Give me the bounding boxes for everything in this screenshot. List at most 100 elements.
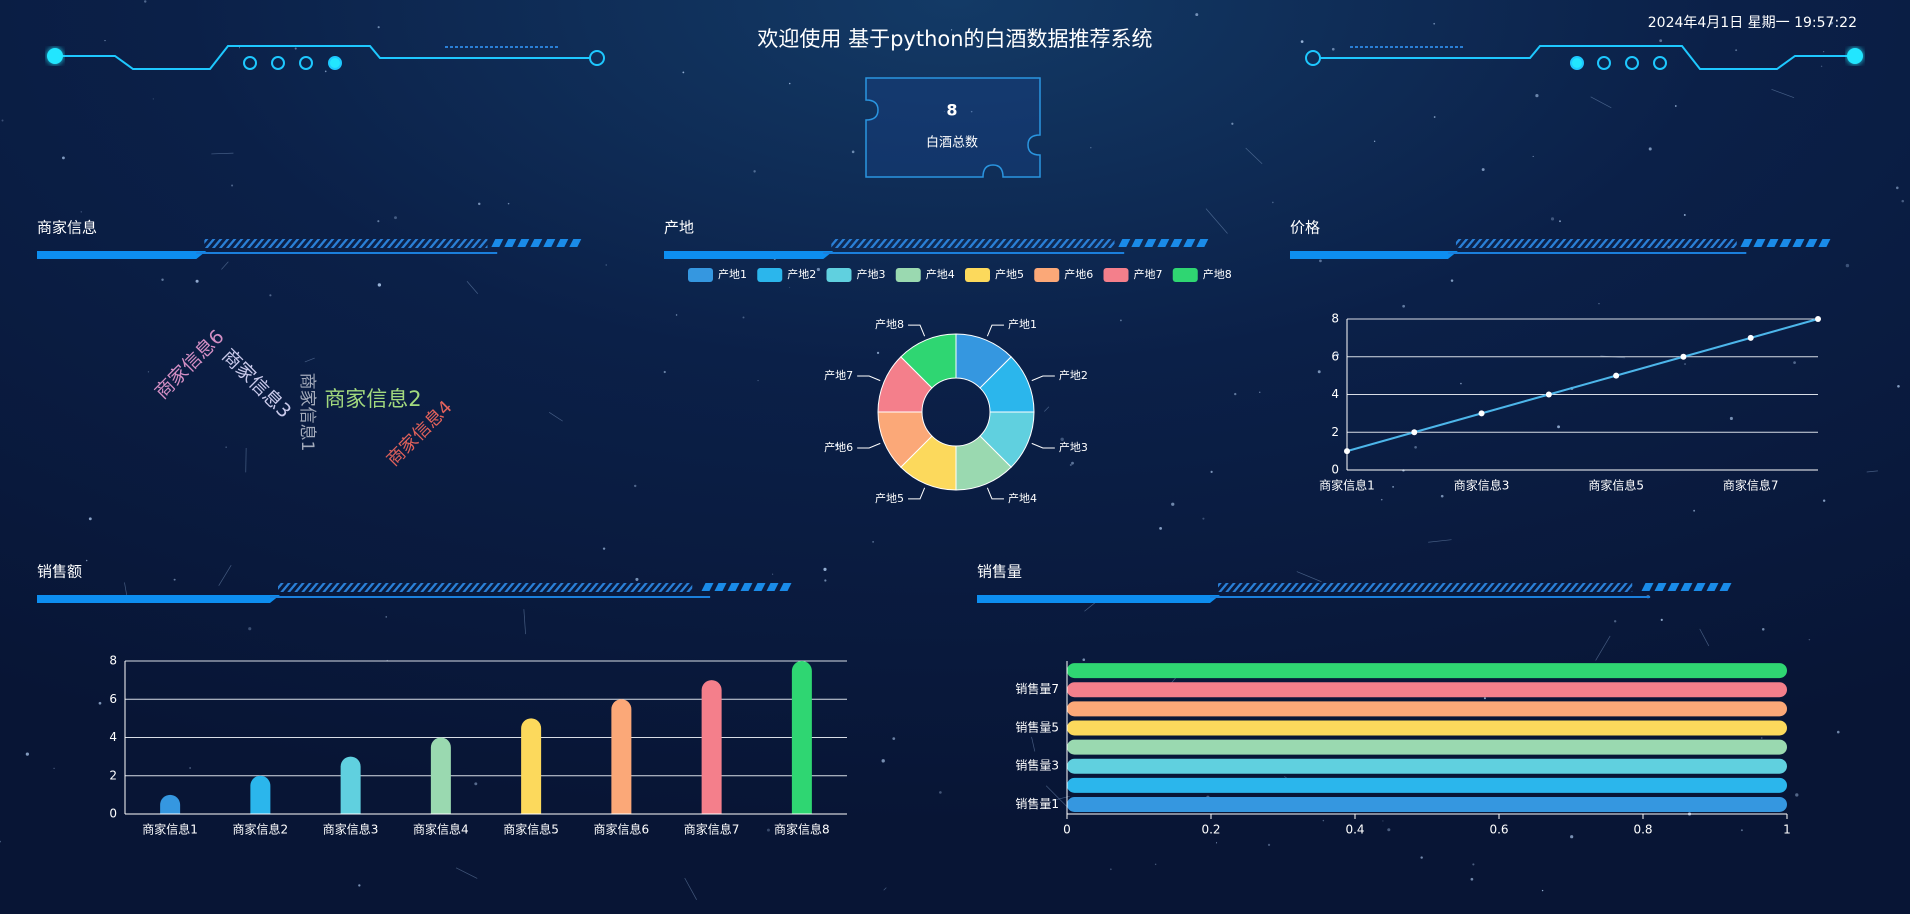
- star: [1231, 122, 1234, 125]
- bar: [250, 775, 271, 814]
- bar: [1067, 720, 1787, 736]
- star-trail: [304, 357, 315, 363]
- star: [80, 211, 83, 213]
- x-tick-label: 0.8: [1633, 823, 1652, 837]
- panel-hatch: [1455, 239, 1737, 248]
- panel-title: 商家信息: [37, 219, 97, 237]
- stat-card: [865, 77, 1041, 178]
- bar: [1067, 777, 1787, 793]
- x-tick-label: 商家信息3: [323, 822, 379, 837]
- star: [757, 380, 759, 382]
- bar: [1067, 701, 1787, 717]
- star: [1082, 658, 1086, 661]
- star: [1481, 168, 1485, 172]
- star: [1440, 494, 1444, 498]
- x-tick-label: 1: [1783, 823, 1791, 837]
- star: [1382, 820, 1384, 822]
- star-trail: [466, 281, 479, 294]
- star: [1613, 620, 1617, 623]
- panel-chip: [714, 583, 727, 591]
- panel-chip: [1805, 239, 1818, 247]
- bar: [701, 680, 722, 814]
- star-trail: [218, 564, 232, 586]
- star: [881, 759, 885, 763]
- dot: [1625, 56, 1639, 70]
- star: [892, 737, 896, 741]
- bar: [1067, 796, 1787, 812]
- legend-swatch: [1172, 268, 1198, 282]
- star: [876, 272, 878, 274]
- star-trail: [548, 412, 563, 422]
- legend-swatch: [1103, 268, 1129, 282]
- slice-label: 产地6: [824, 440, 853, 454]
- star: [635, 577, 639, 581]
- panel-chip: [556, 239, 569, 247]
- circuit-line: [55, 45, 590, 70]
- legend-swatch: [826, 268, 852, 282]
- star: [478, 202, 481, 206]
- panel-chip: [1719, 583, 1732, 591]
- y-tick-label: 2: [1331, 425, 1339, 439]
- star: [1793, 361, 1796, 364]
- y-tick-label: 销售量1: [1015, 796, 1059, 811]
- star: [1319, 259, 1322, 263]
- star: [939, 791, 942, 794]
- star: [682, 71, 685, 74]
- star: [1, 119, 4, 122]
- star: [98, 701, 102, 705]
- star: [189, 767, 191, 769]
- panel-chip: [530, 239, 543, 247]
- y-tick-label: 销售量3: [1015, 758, 1059, 773]
- star: [1470, 877, 1474, 881]
- legend-swatch: [965, 268, 990, 282]
- x-tick-label: 商家信息4: [413, 822, 469, 837]
- word: 商家信息1: [297, 373, 317, 452]
- star: [269, 294, 272, 297]
- star-trail: [1044, 406, 1050, 412]
- dot: [271, 56, 285, 70]
- star: [1648, 147, 1652, 151]
- bar: [1067, 663, 1787, 679]
- star: [248, 627, 252, 631]
- panel-chip: [1740, 239, 1753, 247]
- panel-chip: [1680, 583, 1693, 591]
- panel-underline: [664, 251, 834, 259]
- star: [1570, 835, 1574, 839]
- star: [324, 70, 327, 73]
- star-trail: [221, 261, 229, 270]
- star: [1120, 319, 1122, 322]
- legend-label: 产地8: [1203, 267, 1232, 281]
- star: [1202, 517, 1205, 520]
- panel-chip: [701, 583, 714, 591]
- star-trail: [523, 609, 526, 635]
- star: [1317, 370, 1321, 374]
- star: [231, 184, 234, 187]
- slice-label: 产地7: [824, 368, 853, 382]
- star: [1761, 737, 1763, 739]
- panel-chip: [779, 583, 792, 591]
- star: [385, 616, 388, 618]
- word: 商家信息2: [324, 387, 421, 411]
- y-tick-label: 6: [109, 692, 117, 706]
- star: [104, 39, 106, 42]
- star: [195, 279, 199, 283]
- star-trail: [1045, 785, 1068, 807]
- panel-chip: [1753, 239, 1766, 247]
- point: [1815, 316, 1821, 322]
- star: [1541, 889, 1544, 892]
- star-trail: [1428, 539, 1452, 543]
- star: [1735, 49, 1738, 52]
- x-tick-label: 0.6: [1489, 823, 1508, 837]
- slice-label: 产地2: [1059, 368, 1088, 382]
- star: [1822, 499, 1826, 502]
- pie-slice: [900, 333, 957, 389]
- star: [1300, 40, 1304, 43]
- point: [1478, 410, 1485, 417]
- dot: [299, 56, 313, 70]
- star: [161, 278, 164, 281]
- star: [1414, 445, 1417, 449]
- star-trail: [1866, 470, 1878, 473]
- y-tick-label: 0: [109, 807, 117, 821]
- star: [0, 840, 1, 843]
